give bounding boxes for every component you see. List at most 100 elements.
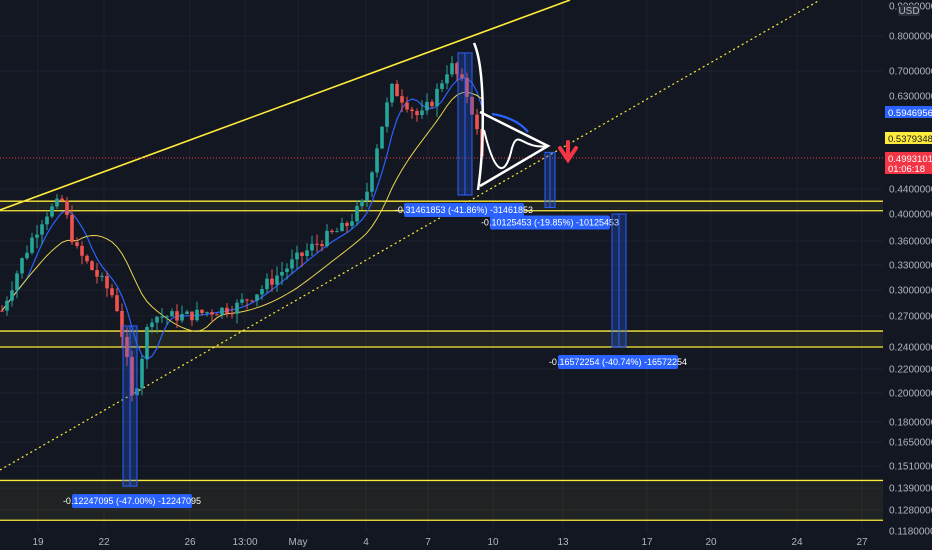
candle-body — [350, 221, 354, 226]
time-tick-label: 7 — [425, 537, 431, 548]
price-tick-label: 0.11800000 — [889, 527, 932, 538]
measure-label-box — [490, 215, 610, 230]
candle-body — [165, 316, 169, 318]
candle-body — [240, 299, 244, 303]
price-tag — [885, 152, 932, 174]
candle-body — [445, 74, 449, 84]
candle-body — [275, 275, 279, 285]
candle-body — [5, 300, 9, 311]
time-tick-label: 20 — [705, 537, 717, 548]
price-axis[interactable]: 0.900000000.800000000.700000000.63000000… — [883, 0, 932, 550]
candle-body — [405, 102, 409, 110]
candle-body — [100, 275, 104, 277]
candle-body — [290, 259, 294, 269]
candle-body — [0, 310, 4, 312]
candle-body — [340, 222, 344, 232]
price-tag — [885, 132, 932, 144]
time-tick-label: 4 — [363, 537, 369, 548]
measure-label: -0.16572254 (-40.74%) -16572254 — [549, 357, 687, 367]
price-tick-label: 0.44000000 — [889, 185, 932, 196]
candle-body — [415, 111, 419, 116]
hand-drawn-curve[interactable] — [472, 42, 485, 191]
price-tick-label: 0.18000000 — [889, 418, 932, 429]
measurement-tools[interactable]: -0.31461853 (-41.86%) -31461853 -0.101254… — [63, 52, 687, 509]
time-tick-label: 13:00 — [232, 537, 257, 548]
price-tick-label: 0.12800000 — [889, 506, 932, 517]
candle-body — [220, 307, 224, 315]
upper-channel-line[interactable] — [0, 0, 571, 211]
candle-body — [40, 224, 44, 235]
countdown-label: 01:06:18 — [888, 164, 925, 175]
price-tick-label: 0.16500000 — [889, 438, 932, 449]
price-tag-label: 0.49931013 — [888, 154, 932, 165]
time-tick-label: 24 — [791, 537, 803, 548]
candle-body — [245, 299, 249, 301]
candle-body — [140, 358, 144, 389]
candle-body — [430, 101, 434, 107]
candle-body — [370, 172, 374, 192]
candle-body — [460, 74, 464, 78]
candle-body — [110, 288, 114, 296]
candle-body — [85, 255, 89, 262]
candle-body — [120, 310, 124, 337]
measure-label: -0.10125453 (-19.85%) -10125453 — [481, 218, 619, 228]
candle-body — [155, 316, 159, 323]
candle-body — [145, 327, 149, 359]
candle-body — [330, 230, 334, 232]
price-tag-label: 0.53793488 — [888, 134, 932, 145]
candle-body — [270, 278, 274, 285]
time-tick-label: 10 — [487, 537, 499, 548]
candle-body — [15, 273, 19, 291]
currency-badge[interactable] — [898, 5, 920, 16]
candle-body — [130, 357, 134, 396]
candle-body — [250, 300, 254, 302]
candle-body — [465, 77, 469, 97]
candle-body — [425, 101, 429, 111]
candle-body — [380, 126, 384, 149]
time-tick-label: 27 — [856, 537, 868, 548]
measure-label-box — [558, 355, 678, 369]
candle-body — [440, 83, 444, 89]
candle-body — [355, 206, 359, 222]
candle-body — [255, 294, 259, 301]
candle-body — [285, 268, 289, 272]
candle-body — [95, 270, 99, 277]
candle-body — [90, 261, 94, 271]
measure-label: -0.31461853 (-41.86%) -31461853 — [395, 205, 533, 215]
price-tick-label: 0.22000000 — [889, 365, 932, 376]
candle-body — [170, 311, 174, 317]
candle-body — [475, 114, 479, 130]
candle-body — [20, 258, 24, 274]
candle-body — [260, 289, 264, 295]
price-tick-label: 0.70000000 — [889, 67, 932, 78]
candle-body — [315, 243, 319, 245]
candle-body — [195, 309, 199, 321]
time-axis[interactable]: 19 22 26 13:00 May 4 7 10 13 17 20 24 27 — [0, 532, 883, 550]
candle-body — [175, 311, 179, 321]
time-tick-label: 26 — [184, 537, 196, 548]
time-tick-label: 17 — [641, 537, 653, 548]
blue-arc[interactable] — [491, 112, 529, 133]
price-tag-label: 0.59469568 — [888, 108, 932, 119]
candle-body — [450, 63, 454, 75]
candle-body — [35, 234, 39, 238]
price-tick-label: 0.40000000 — [889, 210, 932, 221]
price-axis-bg — [883, 0, 932, 550]
currency-label: USD — [898, 6, 919, 17]
candle-body — [75, 242, 79, 246]
candle-body — [410, 109, 414, 112]
candle-body — [280, 271, 284, 276]
candle-body — [335, 231, 339, 233]
candle-body — [390, 83, 394, 103]
price-tick-label: 0.13900000 — [889, 484, 932, 495]
candle-body — [30, 237, 34, 253]
price-tick-label: 0.33000000 — [889, 261, 932, 272]
projected-wave[interactable] — [483, 129, 549, 169]
candle-body — [190, 311, 194, 321]
price-tick-label: 0.24000000 — [889, 343, 932, 354]
down-arrow-icon[interactable] — [558, 140, 578, 164]
trendlines — [0, 0, 883, 471]
candle-body — [185, 311, 189, 315]
zone-fill — [0, 331, 883, 347]
